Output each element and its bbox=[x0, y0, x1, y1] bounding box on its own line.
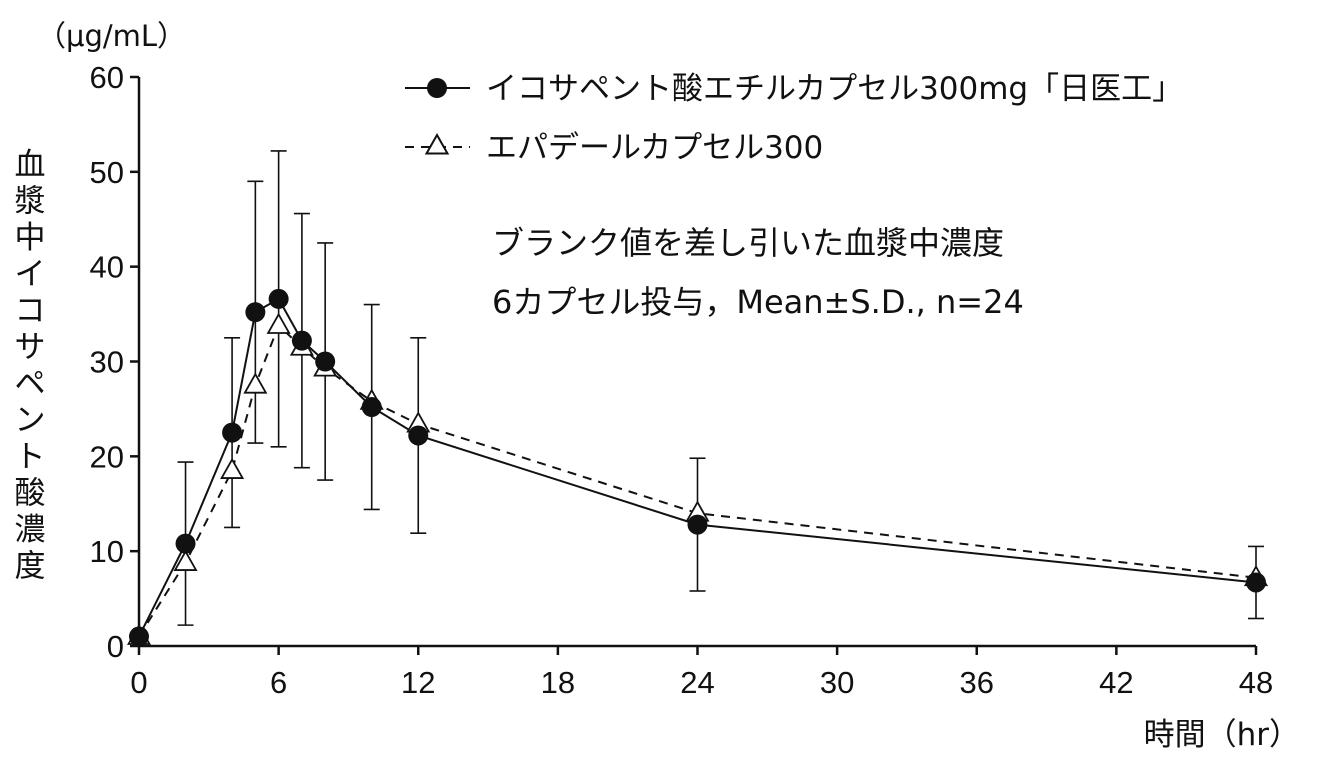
y-tick-label: 60 bbox=[90, 60, 124, 95]
x-tick-label: 42 bbox=[1099, 665, 1133, 700]
legend-label-series-1: イコサペント酸エチルカプセル300mg「日医工」 bbox=[486, 71, 1183, 107]
y-axis-label-char: サ bbox=[15, 330, 46, 366]
x-tick-label: 6 bbox=[270, 665, 287, 700]
legend: イコサペント酸エチルカプセル300mg「日医工」 エパデールカプセル300 bbox=[405, 71, 1183, 166]
y-axis-label-char: 漿 bbox=[15, 184, 46, 220]
x-tick-label: 0 bbox=[130, 665, 147, 700]
y-axis-label-char: 中 bbox=[15, 220, 46, 256]
y-axis-label-char: 度 bbox=[15, 549, 46, 585]
series-markers bbox=[126, 288, 1269, 647]
x-tick-label: 30 bbox=[820, 665, 854, 700]
data-point-circle bbox=[1246, 572, 1266, 593]
y-tick-label: 30 bbox=[90, 345, 124, 380]
data-point-circle bbox=[268, 288, 289, 309]
x-tick-label: 12 bbox=[401, 665, 435, 700]
x-axis-label: 時間（hr） bbox=[1144, 717, 1300, 753]
data-point-triangle bbox=[220, 457, 245, 479]
x-tick-label: 18 bbox=[541, 665, 575, 700]
data-point-circle bbox=[687, 514, 708, 535]
annotation-dosing: 6カプセル投与，Mean±S.D., n=24 bbox=[492, 283, 1024, 321]
y-axis-label-char: 酸 bbox=[15, 476, 46, 512]
data-point-triangle bbox=[173, 549, 198, 571]
y-tick-label: 50 bbox=[90, 155, 124, 190]
y-ticks: 0 10 20 30 40 50 60 bbox=[90, 60, 139, 664]
data-point-circle bbox=[129, 626, 149, 647]
y-tick-label: 0 bbox=[107, 629, 124, 664]
x-ticks: 0 6 12 18 24 30 36 42 48 bbox=[130, 646, 1273, 700]
y-axis-label-char: 濃 bbox=[15, 512, 46, 548]
y-tick-label: 20 bbox=[90, 439, 124, 474]
y-tick-label: 10 bbox=[90, 534, 124, 569]
legend-marker-circle bbox=[427, 78, 447, 98]
y-axis-label-char: ン bbox=[15, 403, 46, 439]
y-tick-label: 40 bbox=[90, 250, 124, 285]
data-point-circle bbox=[245, 302, 266, 323]
y-axis-unit: （μg/mL） bbox=[37, 19, 186, 53]
data-point-triangle bbox=[243, 372, 268, 394]
data-point-circle bbox=[315, 351, 336, 372]
annotation-blank-subtracted: ブランク値を差し引いた血漿中濃度 bbox=[492, 224, 1004, 262]
x-tick-label: 48 bbox=[1239, 665, 1273, 700]
data-point-circle bbox=[222, 422, 243, 443]
data-point-circle bbox=[175, 533, 196, 554]
x-tick-label: 36 bbox=[960, 665, 994, 700]
y-axis-label-char: 血 bbox=[15, 147, 46, 183]
error-bars bbox=[177, 150, 1264, 626]
data-point-circle bbox=[291, 330, 312, 351]
data-point-circle bbox=[408, 425, 429, 446]
y-axis-label-char: コ bbox=[15, 293, 46, 329]
legend-label-series-2: エパデールカプセル300 bbox=[486, 130, 823, 166]
y-axis-label-char: ト bbox=[15, 439, 46, 475]
legend-marker-triangle bbox=[424, 132, 450, 155]
data-point-triangle bbox=[266, 312, 291, 334]
y-axis-label-char: イ bbox=[15, 257, 46, 293]
data-point-circle bbox=[361, 397, 382, 418]
x-tick-label: 24 bbox=[680, 665, 714, 700]
y-axis-label-char: ペ bbox=[15, 366, 46, 402]
